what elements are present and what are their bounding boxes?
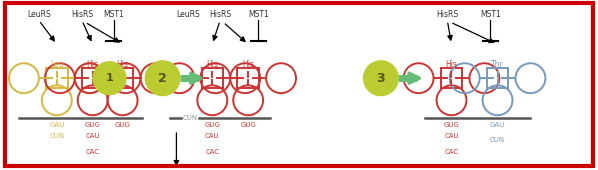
Text: GAU: GAU: [49, 122, 65, 128]
Text: MST1: MST1: [480, 10, 501, 19]
Text: 3: 3: [377, 72, 385, 85]
Ellipse shape: [93, 62, 126, 95]
Text: MST1: MST1: [103, 10, 124, 19]
Text: HisRS: HisRS: [71, 10, 93, 19]
Text: CAC: CAC: [205, 149, 219, 155]
Text: 2: 2: [158, 72, 167, 85]
Text: CAU: CAU: [444, 133, 459, 139]
Text: His: His: [206, 60, 218, 69]
Text: GUG: GUG: [444, 122, 459, 128]
Text: His: His: [117, 60, 129, 69]
Text: CAC: CAC: [86, 149, 100, 155]
Text: CAU: CAU: [205, 133, 219, 139]
Text: GAU: GAU: [490, 122, 505, 128]
Text: 1: 1: [106, 73, 113, 83]
Text: GUG: GUG: [115, 122, 130, 128]
Text: CUN: CUN: [182, 115, 197, 121]
Text: GUG: GUG: [205, 122, 220, 128]
Ellipse shape: [145, 61, 180, 96]
Ellipse shape: [364, 61, 398, 96]
Text: His: His: [446, 60, 457, 69]
Text: HisRS: HisRS: [209, 10, 231, 19]
Text: GUG: GUG: [85, 122, 100, 128]
Text: CAC: CAC: [444, 149, 459, 155]
Text: LeuRS: LeuRS: [27, 10, 51, 19]
Text: LeuRS: LeuRS: [176, 10, 200, 19]
Text: HisRS: HisRS: [437, 10, 458, 19]
Text: CUN: CUN: [490, 137, 505, 143]
Text: GUG: GUG: [240, 122, 256, 128]
Text: Thr: Thr: [491, 60, 504, 69]
Text: His: His: [242, 60, 254, 69]
Text: Leu: Leu: [50, 60, 63, 69]
Text: MST1: MST1: [248, 10, 269, 19]
Text: CAU: CAU: [86, 133, 100, 139]
Text: CUN: CUN: [49, 133, 65, 139]
Text: His: His: [87, 60, 99, 69]
